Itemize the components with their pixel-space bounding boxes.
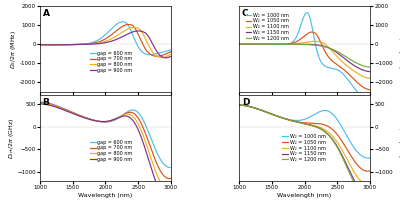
Y-axis label: $D_2/2\pi$ (MHz): $D_2/2\pi$ (MHz)	[10, 30, 18, 68]
Legend: W₂ = 1000 nm, W₂ = 1050 nm, W₂ = 1100 nm, W₂ = 1150 nm, W₂ = 1200 nm: W₂ = 1000 nm, W₂ = 1050 nm, W₂ = 1100 nm…	[244, 11, 290, 42]
X-axis label: Wavelength (nm): Wavelength (nm)	[78, 193, 133, 198]
Y-axis label: $D_2/2\pi$ (MHz): $D_2/2\pi$ (MHz)	[396, 30, 400, 68]
Y-axis label: $D_{\mathrm{int}}/2\pi$ (GHz): $D_{\mathrm{int}}/2\pi$ (GHz)	[396, 117, 400, 159]
Text: D: D	[242, 98, 249, 107]
Legend: gap = 600 nm, gap = 700 nm, gap = 800 nm, gap = 900 nm: gap = 600 nm, gap = 700 nm, gap = 800 nm…	[88, 138, 134, 163]
X-axis label: Wavelength (nm): Wavelength (nm)	[277, 193, 332, 198]
Text: C: C	[242, 9, 248, 18]
Legend: W₂ = 1000 nm, W₂ = 1050 nm, W₂ = 1100 nm, W₂ = 1150 nm, W₂ = 1200 nm: W₂ = 1000 nm, W₂ = 1050 nm, W₂ = 1100 nm…	[281, 133, 327, 164]
Text: A: A	[43, 9, 50, 18]
Y-axis label: $D_{\mathrm{int}}/2\pi$ (GHz): $D_{\mathrm{int}}/2\pi$ (GHz)	[7, 117, 16, 159]
Legend: gap = 600 nm, gap = 700 nm, gap = 800 nm, gap = 900 nm: gap = 600 nm, gap = 700 nm, gap = 800 nm…	[88, 49, 134, 74]
Text: B: B	[43, 98, 50, 107]
